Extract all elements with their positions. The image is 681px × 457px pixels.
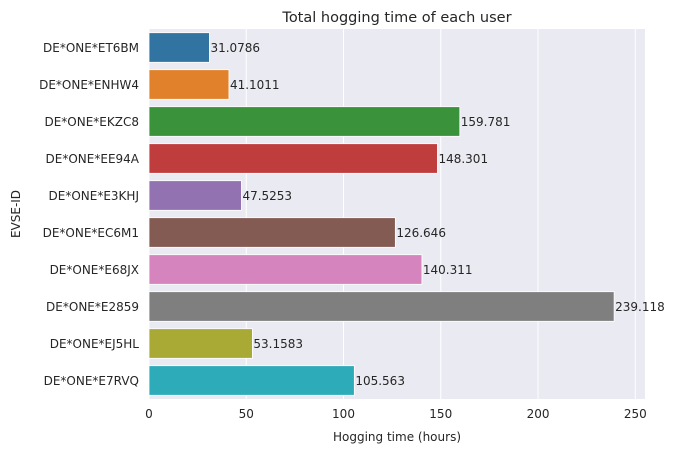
x-tick-label: 100 bbox=[332, 407, 355, 421]
bar bbox=[148, 365, 355, 396]
x-tick-label: 0 bbox=[145, 407, 153, 421]
bar bbox=[148, 106, 461, 137]
bar bbox=[148, 32, 210, 63]
chart-title: Total hogging time of each user bbox=[281, 10, 511, 26]
y-tick-label: DE*ONE*EE94A bbox=[46, 152, 140, 166]
x-axis-label: Hogging time (hours) bbox=[333, 430, 461, 444]
bar-value-label: 148.301 bbox=[438, 152, 488, 166]
data-labels: 31.0786 41.1011 159.781 148.301 47.5253 126.6… bbox=[210, 41, 664, 388]
x-tick-label: 200 bbox=[527, 407, 550, 421]
y-axis-label: EVSE-ID bbox=[9, 190, 23, 238]
bar-value-label: 239.118 bbox=[615, 300, 665, 314]
bar bbox=[148, 143, 438, 174]
bar bbox=[148, 217, 396, 248]
bar-value-label: 140.311 bbox=[423, 263, 473, 277]
bar bbox=[148, 254, 423, 285]
bars bbox=[148, 32, 615, 396]
y-tick-label: DE*ONE*EKZC8 bbox=[44, 115, 139, 129]
bar bbox=[148, 69, 230, 100]
bar-value-label: 31.0786 bbox=[210, 41, 260, 55]
x-tick-label: 50 bbox=[239, 407, 254, 421]
bar-value-label: 105.563 bbox=[355, 374, 405, 388]
bar bbox=[148, 328, 253, 359]
y-tick-label: DE*ONE*E68JX bbox=[50, 263, 139, 277]
x-tick-labels: 0 50 100 150 200 250 bbox=[145, 407, 647, 421]
y-tick-label: DE*ONE*EC6M1 bbox=[43, 226, 139, 240]
x-tick-label: 150 bbox=[429, 407, 452, 421]
y-tick-label: DE*ONE*EJ5HL bbox=[50, 337, 140, 351]
bar-value-label: 159.781 bbox=[461, 115, 511, 129]
x-tick-label: 250 bbox=[624, 407, 647, 421]
bar-value-label: 53.1583 bbox=[253, 337, 303, 351]
bar-value-label: 126.646 bbox=[396, 226, 446, 240]
y-tick-label: DE*ONE*ET6BM bbox=[43, 41, 139, 55]
y-tick-label: DE*ONE*E7RVQ bbox=[44, 374, 139, 388]
y-tick-label: DE*ONE*ENHW4 bbox=[39, 78, 139, 92]
bar bbox=[148, 291, 615, 322]
y-tick-labels: DE*ONE*ET6BM DE*ONE*ENHW4 DE*ONE*EKZC8 DE*O… bbox=[39, 41, 140, 388]
bar-value-label: 47.5253 bbox=[242, 189, 292, 203]
bar bbox=[148, 180, 242, 211]
bar-value-label: 41.1011 bbox=[230, 78, 280, 92]
y-tick-label: DE*ONE*E3KHJ bbox=[49, 189, 139, 203]
y-tick-label: DE*ONE*E2859 bbox=[46, 300, 139, 314]
